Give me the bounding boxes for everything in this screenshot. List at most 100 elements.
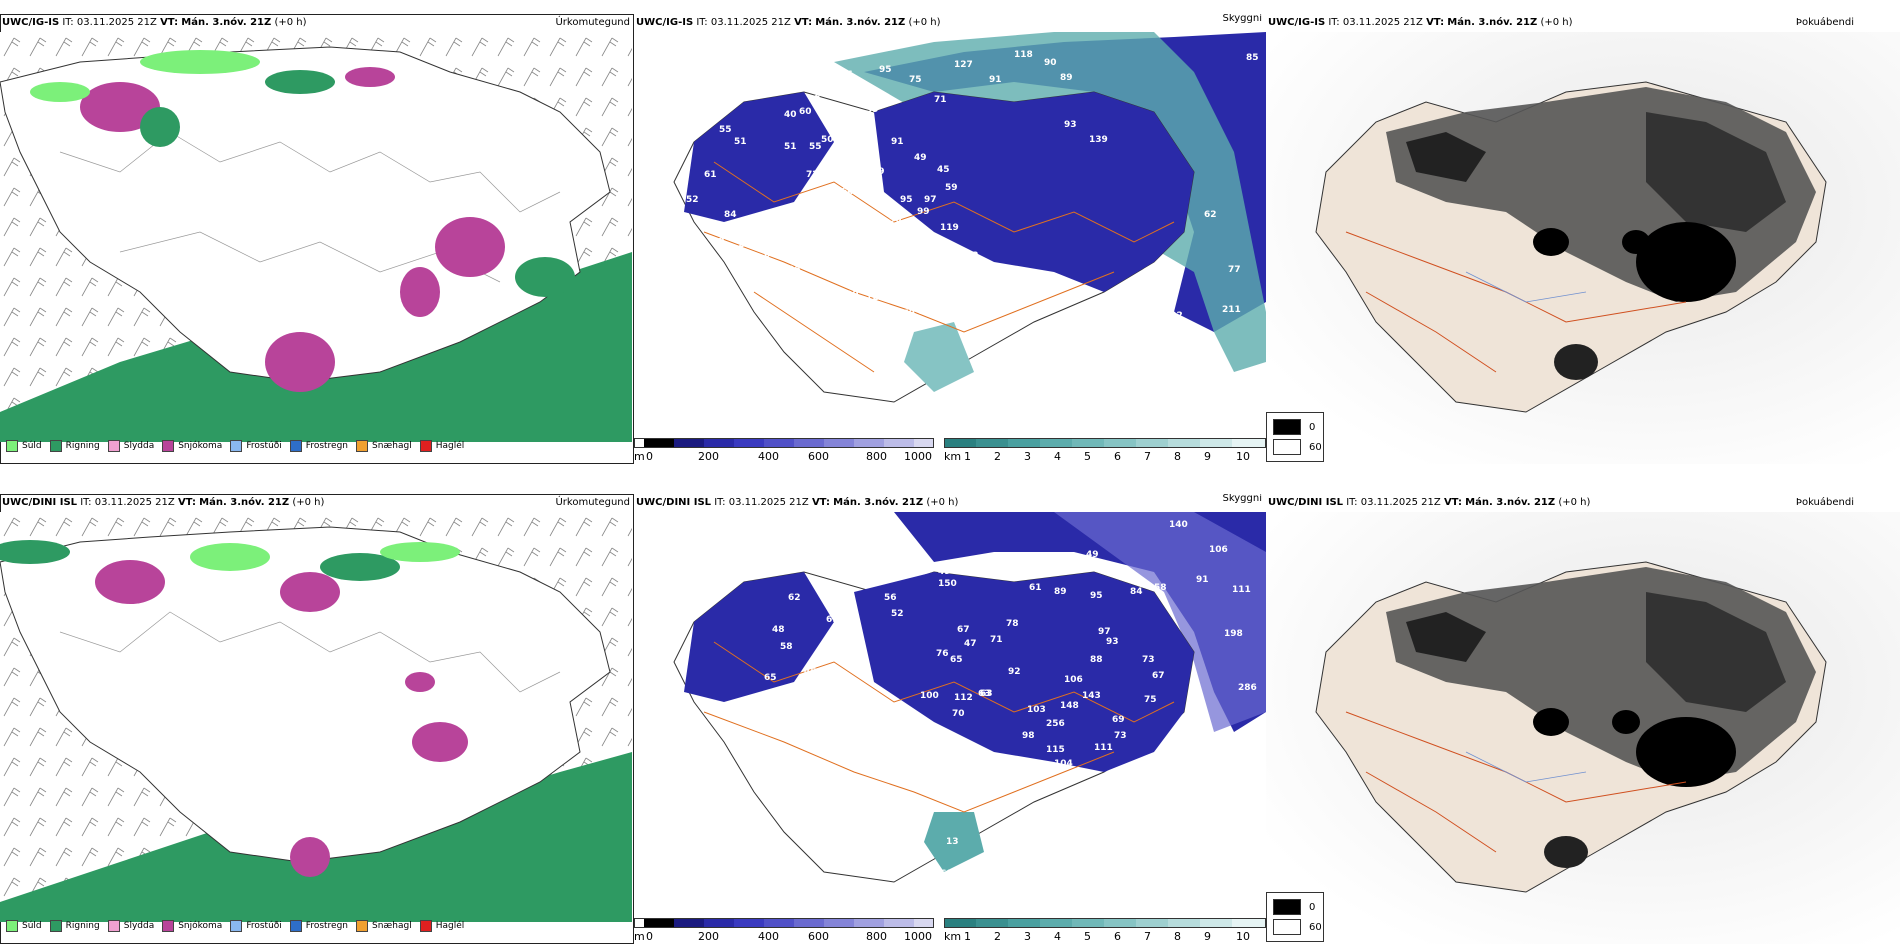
lead-time: (+0 h) <box>292 497 325 508</box>
legend-item: Haglél <box>419 920 465 932</box>
ceiling-label: 76 <box>896 251 909 261</box>
precip-legend-top: Súld Rigning Slydda Snjókoma Frostúði Fr… <box>0 436 464 456</box>
lead-time: (+0 h) <box>1558 497 1591 508</box>
ceiling-unit: m <box>634 930 645 943</box>
ceiling-label: 62 <box>788 593 801 603</box>
ceiling-label: 92 <box>1008 667 1021 677</box>
legend-swatch <box>419 440 432 452</box>
vt-value: Mán. 3.nóv. 21Z <box>1465 497 1556 508</box>
ceiling-label: 12 <box>866 293 879 303</box>
ceiling-label: 198 <box>1224 629 1243 639</box>
ceiling-label: 44 <box>841 625 854 635</box>
it-label: IT: <box>714 497 726 508</box>
ceiling-tick: 1000 <box>904 450 932 463</box>
it-label: IT: <box>1346 497 1358 508</box>
ceiling-label: 63 <box>978 689 991 699</box>
legend-swatch <box>49 440 62 452</box>
ceiling-label: 88 <box>1090 655 1103 665</box>
visibility-tick: 2 <box>994 450 1001 463</box>
ceiling-label: 90 <box>889 215 902 225</box>
ceiling-label: 60 <box>799 107 812 117</box>
visibility-colorbar-bottom: km 1 2 3 4 5 6 7 8 9 10 <box>944 918 1266 944</box>
ceiling-label: 73 <box>1142 655 1155 665</box>
legend-label: Súld <box>22 921 42 931</box>
visibility-tick: 5 <box>1084 930 1091 943</box>
ceiling-label: 93 <box>1106 637 1119 647</box>
legend-swatch <box>230 440 243 452</box>
run-info: UWC/DINI ISL IT: 03.11.2025 21Z VT: Mán.… <box>636 494 958 512</box>
ceiling-label: 45 <box>937 165 950 175</box>
legend-item: Snjókoma <box>162 920 222 932</box>
ceiling-label: 97 <box>1098 627 1111 637</box>
legend-label: Haglél <box>435 441 465 451</box>
ceiling-label: 306 <box>834 70 853 80</box>
ceiling-label: 51 <box>734 137 747 147</box>
panel-header: UWC/DINI ISL IT: 03.11.2025 21Z VT: Mán.… <box>634 494 1266 512</box>
run-info: UWC/IG-IS IT: 03.11.2025 21Z VT: Mán. 3.… <box>1268 14 1573 32</box>
ceiling-label: 72 <box>966 251 979 261</box>
ceiling-label: 150 <box>938 579 957 589</box>
ceiling-label: 75 <box>1144 695 1157 705</box>
ceiling-label: 89 <box>1054 587 1067 597</box>
legend-swatch <box>289 440 302 452</box>
model-name: UWC/IG-IS <box>2 17 60 28</box>
ceiling-label: 51 <box>784 142 797 152</box>
model-name: UWC/DINI ISL <box>1268 497 1344 508</box>
ceiling-label: 211 <box>1222 305 1241 315</box>
ceiling-label: 118 <box>1014 50 1033 60</box>
ceiling-label: 110 <box>860 253 879 263</box>
ceiling-tick: 600 <box>808 930 829 943</box>
ceiling-label: 81 <box>782 400 795 410</box>
visibility-tick: 2 <box>994 930 1001 943</box>
ceiling-tick: 200 <box>698 450 719 463</box>
legend-swatch <box>230 920 243 932</box>
model-name: UWC/IG-IS <box>1268 17 1326 28</box>
ceiling-label: 95 <box>1090 591 1103 601</box>
legend-label: Slydda <box>123 441 155 451</box>
fog-legend-label: 60 <box>1309 921 1322 933</box>
ceiling-label: 115 <box>1046 745 1065 755</box>
visibility-tick: 3 <box>1024 930 1031 943</box>
visibility-unit: km <box>944 930 962 943</box>
legend-label: Frostregn <box>305 921 349 931</box>
lead-time: (+0 h) <box>1540 17 1573 28</box>
ceiling-label: 140 <box>1169 520 1188 530</box>
ceiling-label: 65 <box>950 655 963 665</box>
legend-swatch <box>49 920 62 932</box>
fog-legend-top: 0 60 <box>1266 412 1324 462</box>
visibility-tick: 4 <box>1054 450 1061 463</box>
ceiling-label: 49 <box>938 567 951 577</box>
ceiling-label: 56 <box>854 160 867 170</box>
fog-legend-row: 60 <box>1273 439 1322 455</box>
ceiling-label: 91 <box>989 75 1002 85</box>
legend-label: Haglél <box>435 921 465 931</box>
ceiling-label: 103 <box>1027 705 1046 715</box>
visibility-tick: 7 <box>1144 930 1151 943</box>
ceiling-tick: 0 <box>646 930 653 943</box>
ceiling-label: 370 <box>764 360 783 370</box>
ceiling-label: 73 <box>1114 731 1127 741</box>
visibility-panel-top: UWC/IG-IS IT: 03.11.2025 21Z VT: Mán. 3.… <box>634 14 1266 464</box>
ceiling-label: 79 <box>672 201 685 211</box>
ceiling-label: 58 <box>806 195 819 205</box>
ceiling-label: 67 <box>957 625 970 635</box>
visibility-tick: 7 <box>1144 450 1151 463</box>
vt-label: VT: <box>794 17 813 28</box>
ceiling-label: 269 <box>934 869 953 879</box>
vt-label: VT: <box>177 497 196 508</box>
ceiling-label: 47 <box>964 639 977 649</box>
visibility-tick: 3 <box>1024 450 1031 463</box>
legend-item: Snjókoma <box>162 440 222 452</box>
run-info: UWC/DINI ISL IT: 03.11.2025 21Z VT: Mán.… <box>2 494 324 512</box>
ceiling-label: 81 <box>940 277 953 287</box>
vt-label: VT: <box>1443 497 1462 508</box>
ceiling-label: 52 <box>686 195 699 205</box>
vt-value: Mán. 3.nóv. 21Z <box>1447 17 1538 28</box>
ceiling-label: 62 <box>1204 210 1217 220</box>
visibility-colorbar-ramp <box>944 438 1266 448</box>
legend-item: Snæhagl <box>356 920 412 932</box>
ceiling-label: 256 <box>1046 719 1065 729</box>
fog-panel-bottom: UWC/DINI ISL IT: 03.11.2025 21Z VT: Mán.… <box>1266 494 1900 944</box>
precip-map-top <box>0 32 632 442</box>
ceiling-label: 90 <box>1044 58 1057 68</box>
